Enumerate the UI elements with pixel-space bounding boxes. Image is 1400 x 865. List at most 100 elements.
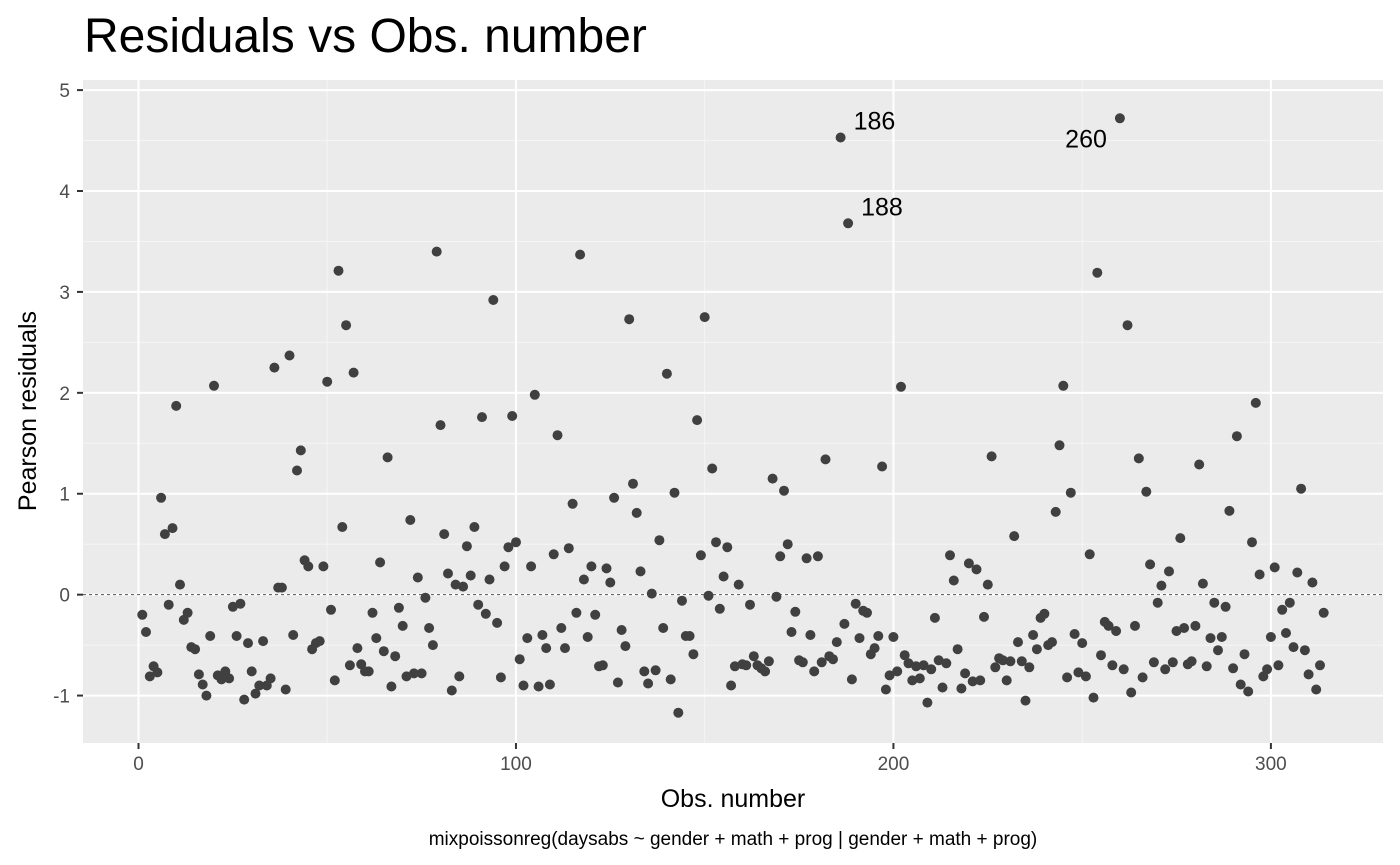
data-point <box>990 662 1001 673</box>
data-point <box>597 660 608 671</box>
data-point <box>484 574 495 585</box>
data-point <box>1005 656 1016 667</box>
data-point <box>382 452 393 463</box>
data-point <box>933 655 944 666</box>
data-point <box>726 680 737 691</box>
data-point <box>1167 657 1178 668</box>
data-point <box>495 672 506 683</box>
data-point <box>711 537 721 548</box>
data-point <box>775 551 786 562</box>
data-point <box>745 599 755 610</box>
data-point <box>1047 637 1057 648</box>
data-point <box>620 641 631 652</box>
data-point <box>907 675 918 686</box>
data-point <box>235 598 246 609</box>
data-point <box>1088 692 1099 703</box>
data-point <box>529 389 540 400</box>
data-point <box>1265 632 1276 642</box>
data-point <box>152 667 163 678</box>
data-point <box>329 675 340 686</box>
data-point <box>1020 695 1031 706</box>
data-point <box>1209 597 1220 608</box>
data-points <box>137 113 1329 718</box>
data-point <box>937 682 948 693</box>
data-point <box>945 550 955 561</box>
data-point <box>341 320 352 331</box>
data-point <box>397 620 408 631</box>
data-point <box>352 643 363 654</box>
data-point <box>1137 672 1148 683</box>
data-point <box>929 612 940 623</box>
data-point <box>1281 628 1291 638</box>
data-point <box>1311 684 1322 695</box>
data-point <box>1039 608 1050 619</box>
data-point <box>533 681 544 692</box>
data-point <box>820 454 831 465</box>
y-tick-label: 5 <box>59 81 70 102</box>
data-point <box>1292 567 1303 578</box>
data-point <box>948 575 959 586</box>
data-point <box>567 498 578 509</box>
data-point <box>477 412 487 423</box>
data-point <box>435 420 446 431</box>
data-point <box>790 606 801 617</box>
data-point <box>854 633 865 644</box>
data-point <box>156 492 167 503</box>
data-point <box>1299 645 1310 656</box>
data-point <box>899 650 910 661</box>
data-point <box>280 684 291 695</box>
data-point <box>1126 687 1137 698</box>
data-point <box>371 633 382 644</box>
data-point <box>1084 549 1095 560</box>
data-point <box>548 549 559 560</box>
data-point <box>386 681 397 692</box>
data-point <box>1156 580 1167 591</box>
y-tick-label: -1 <box>53 687 70 708</box>
data-point <box>971 564 982 575</box>
data-point <box>322 376 333 387</box>
data-point <box>480 608 491 619</box>
data-point <box>1145 559 1156 570</box>
data-point <box>911 661 922 672</box>
data-point <box>612 677 623 688</box>
data-point <box>393 602 404 613</box>
data-point <box>163 599 174 610</box>
data-point <box>877 461 888 472</box>
data-point <box>197 679 208 690</box>
annotation-label: 188 <box>861 193 903 221</box>
data-point <box>439 529 450 540</box>
data-point <box>601 563 612 574</box>
data-point <box>707 463 718 474</box>
data-point <box>1247 537 1257 548</box>
data-point <box>303 561 314 572</box>
data-point <box>688 649 699 660</box>
data-point <box>431 246 442 257</box>
data-point <box>190 644 201 655</box>
x-axis: 0 100 200 300 <box>133 743 1287 775</box>
data-point <box>862 607 872 618</box>
data-point <box>465 570 476 581</box>
data-point <box>416 668 427 679</box>
data-point <box>718 571 729 582</box>
data-point <box>763 656 774 667</box>
data-point <box>246 666 257 677</box>
data-point <box>703 590 714 601</box>
data-point <box>914 673 925 684</box>
data-point <box>1213 645 1223 656</box>
data-point <box>563 543 574 554</box>
data-point <box>231 631 242 641</box>
data-point <box>167 523 178 534</box>
data-point <box>541 643 552 654</box>
data-point <box>159 529 170 540</box>
data-point <box>760 666 771 677</box>
data-point <box>963 558 974 569</box>
data-point <box>292 465 302 476</box>
data-point <box>1077 638 1088 649</box>
data-point <box>869 643 880 654</box>
data-point <box>786 627 797 637</box>
data-point <box>729 661 740 672</box>
data-point <box>673 707 684 718</box>
data-point <box>624 314 635 325</box>
data-point <box>695 550 706 561</box>
data-point <box>767 473 778 484</box>
